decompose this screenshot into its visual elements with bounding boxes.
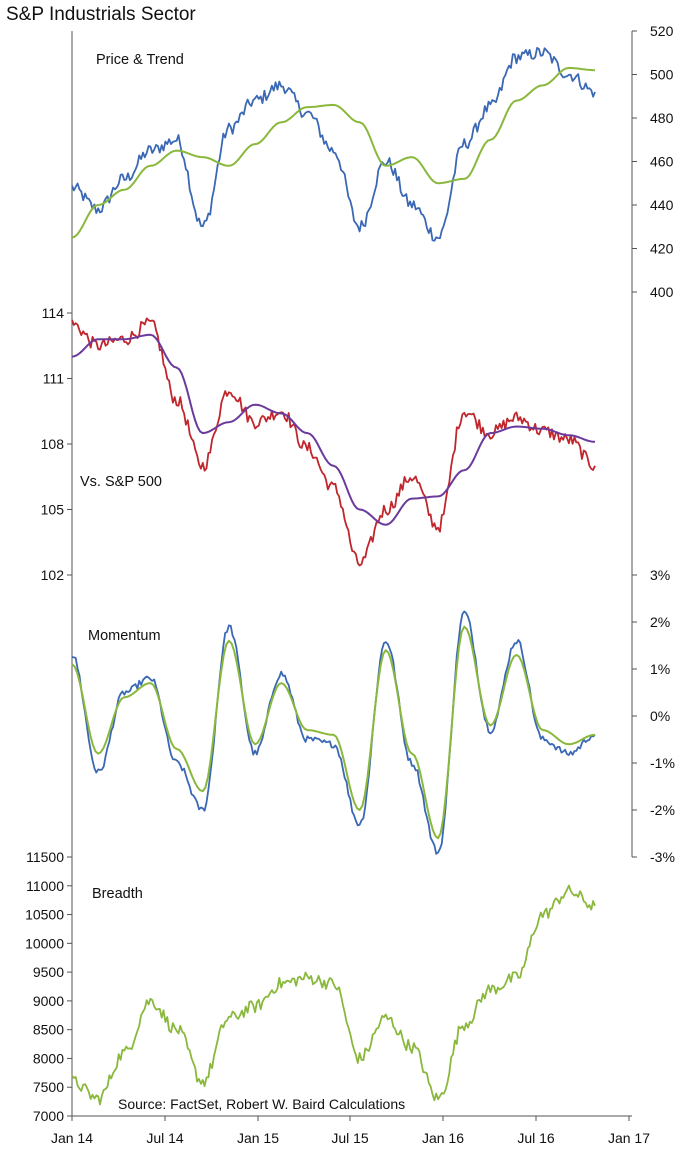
y-tick-label: 7500 [33, 1079, 64, 1095]
y-tick-label: 11500 [26, 849, 64, 865]
panel-label: Price & Trend [96, 52, 184, 68]
y-tick-label: -3% [650, 849, 675, 865]
y-tick-label: 105 [41, 502, 65, 518]
x-tick-label: Jul 16 [517, 1130, 555, 1146]
y-tick-label: 480 [650, 110, 674, 126]
x-tick-label: Jan 16 [422, 1130, 464, 1146]
chart-title: S&P Industrials Sector [6, 4, 196, 25]
y-tick-label: 7000 [33, 1108, 64, 1124]
y-tick-label: 111 [43, 371, 64, 387]
y-tick-label: 440 [650, 197, 674, 213]
y-tick-label: 9500 [33, 964, 64, 980]
panel-label: Momentum [88, 628, 161, 644]
panel-label: Breadth [92, 886, 143, 902]
series-line [71, 625, 596, 840]
series-line [71, 333, 596, 526]
y-tick-label: -1% [650, 755, 675, 771]
y-tick-label: -2% [650, 802, 675, 818]
y-tick-label: 520 [650, 23, 674, 39]
y-tick-label: 10500 [25, 907, 64, 923]
y-tick-label: 3% [650, 567, 670, 583]
x-tick-label: Jan 17 [608, 1130, 650, 1146]
x-tick-label: Jan 15 [237, 1130, 279, 1146]
y-tick-label: 460 [650, 154, 674, 170]
y-tick-label: 0% [650, 708, 670, 724]
y-tick-label: 102 [41, 567, 65, 583]
y-tick-label: 11000 [26, 878, 64, 894]
y-tick-label: 108 [41, 436, 65, 452]
series-line [71, 47, 596, 242]
source-note: Source: FactSet, Robert W. Baird Calcula… [118, 1096, 405, 1112]
series-line [71, 317, 596, 567]
panel-label: Vs. S&P 500 [80, 474, 162, 490]
x-tick-label: Jul 15 [331, 1130, 369, 1146]
y-tick-label: 2% [650, 614, 670, 630]
y-tick-label: 114 [42, 305, 65, 321]
series-line [71, 67, 596, 239]
y-tick-label: 500 [650, 67, 674, 83]
y-tick-label: 400 [650, 284, 674, 300]
y-tick-label: 8500 [33, 1022, 64, 1038]
x-tick-label: Jan 14 [51, 1130, 93, 1146]
y-tick-label: 420 [650, 241, 674, 257]
x-tick-label: Jul 14 [146, 1130, 184, 1146]
y-tick-label: 10000 [25, 935, 64, 951]
series-line [71, 884, 596, 1106]
y-tick-label: 1% [650, 661, 670, 677]
series-line [71, 610, 596, 855]
y-tick-label: 8000 [33, 1050, 64, 1066]
y-tick-label: 9000 [33, 993, 64, 1009]
